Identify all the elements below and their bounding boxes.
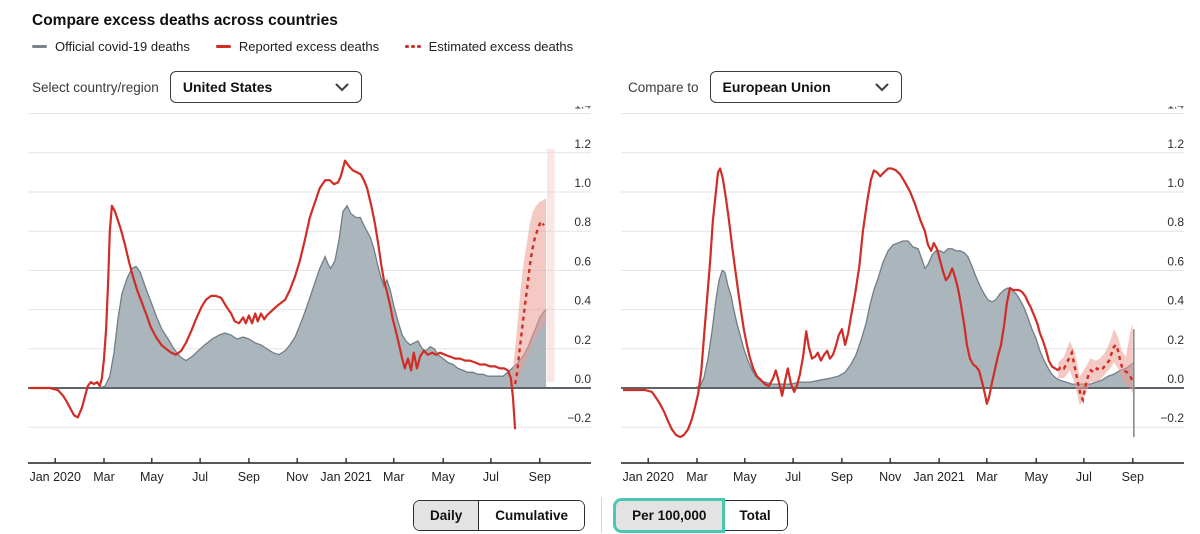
y-tick-label: 0.6 <box>1167 254 1184 268</box>
x-tick-label: Mar <box>93 470 115 484</box>
x-tick-label: Jul <box>483 470 499 484</box>
y-tick-label: 0.2 <box>1167 333 1184 347</box>
chart-mode-controls: Daily Cumulative Per 100,000 Total <box>413 497 788 533</box>
y-tick-label: 0.4 <box>574 294 591 308</box>
reported-excess-line <box>30 159 517 430</box>
view-toggle: Daily Cumulative <box>413 499 586 531</box>
country-select-group: Select country/region United States <box>32 71 362 103</box>
x-tick-label: Mar <box>686 470 708 484</box>
y-tick-label: −0.2 <box>1160 411 1184 425</box>
official-deaths-line <box>30 204 547 389</box>
red-dotted-swatch-icon <box>405 44 421 49</box>
x-tick-label: Jul <box>1076 470 1092 484</box>
x-tick-label: Sep <box>1122 470 1144 484</box>
x-tick-label: Sep <box>529 470 551 484</box>
uncertainty-stripe <box>547 148 555 383</box>
toggle-daily[interactable]: Daily <box>414 500 479 530</box>
y-tick-label: 0.8 <box>1167 215 1184 229</box>
official-deaths-area <box>623 241 1134 388</box>
legend-item-estimated: Estimated excess deaths <box>405 39 573 54</box>
scale-toggle: Per 100,000 Total <box>615 499 788 531</box>
official-deaths-line <box>623 240 1135 389</box>
reported-excess-line <box>623 167 1059 439</box>
x-tick-label: May <box>1024 470 1048 484</box>
country-select-value: United States <box>182 79 273 95</box>
y-tick-label: 1.2 <box>574 137 591 151</box>
confidence-band <box>1058 323 1133 406</box>
legend-label: Reported excess deaths <box>238 39 380 54</box>
y-tick-label: 0.4 <box>1167 294 1184 308</box>
x-tick-label: Nov <box>879 470 902 484</box>
y-tick-label: 0.6 <box>574 254 591 268</box>
chart-european-union: 1.4 1.2 1.0 0.8 0.6 0.4 0.2 0.0 −0.2 Jan 2020 Mar M… <box>621 98 1187 497</box>
toggle-divider <box>601 497 603 533</box>
y-tick-label: 1.0 <box>1167 176 1184 190</box>
y-tick-label: 1.4 <box>574 106 591 112</box>
x-tick-label: May <box>140 470 164 484</box>
country-select-dropdown[interactable]: United States <box>169 71 362 103</box>
chart-united-states: 1.4 1.2 1.0 0.8 0.6 0.4 0.2 0.0 −0.2 Jan 2020 Mar M… <box>28 98 594 497</box>
x-tick-label: Jan 2020 <box>29 470 80 484</box>
gray-line-swatch-icon <box>32 45 47 48</box>
country-select-label: Select country/region <box>32 79 159 95</box>
estimated-excess-line <box>513 219 545 385</box>
x-tick-label: Sep <box>238 470 260 484</box>
compare-select-value: European Union <box>722 79 831 95</box>
y-tick-label: 1.4 <box>1167 106 1184 112</box>
compare-select-group: Compare to European Union <box>628 71 902 103</box>
chevron-down-icon <box>875 83 889 91</box>
x-tick-label: Jan 2020 <box>622 470 673 484</box>
y-tick-label: 0.0 <box>1167 372 1184 386</box>
x-tick-label: Jul <box>192 470 208 484</box>
compare-select-dropdown[interactable]: European Union <box>709 71 902 103</box>
toggle-per-100000[interactable]: Per 100,000 <box>616 500 723 530</box>
toggle-total[interactable]: Total <box>722 500 787 530</box>
compare-select-label: Compare to <box>628 79 699 95</box>
us-excess-deaths-chart[interactable]: 1.4 1.2 1.0 0.8 0.6 0.4 0.2 0.0 −0.2 Jan 2020 Mar M… <box>28 98 594 492</box>
page-title: Compare excess deaths across countries <box>32 12 338 29</box>
x-tick-label: Mar <box>383 470 405 484</box>
chart-legend: Official covid-19 deaths Reported excess… <box>32 39 573 54</box>
estimated-excess-line <box>1057 342 1134 404</box>
toggle-cumulative[interactable]: Cumulative <box>478 500 585 530</box>
y-tick-label: 0.0 <box>574 372 591 386</box>
red-line-swatch-icon <box>215 45 231 48</box>
chevron-down-icon <box>335 83 349 91</box>
x-tick-label: Nov <box>286 470 309 484</box>
x-tick-label: May <box>733 470 757 484</box>
legend-label: Official covid-19 deaths <box>55 39 190 54</box>
x-tick-label: Jul <box>785 470 801 484</box>
y-tick-label: 0.8 <box>574 215 591 229</box>
x-tick-label: Jan 2021 <box>320 470 371 484</box>
y-tick-label: 1.0 <box>574 176 591 190</box>
y-tick-label: −0.2 <box>567 411 591 425</box>
legend-label: Estimated excess deaths <box>428 39 574 54</box>
x-tick-label: Sep <box>831 470 853 484</box>
x-tick-label: May <box>431 470 455 484</box>
x-tick-label: Jan 2021 <box>913 470 964 484</box>
legend-item-reported: Reported excess deaths <box>215 39 380 54</box>
x-tick-label: Mar <box>976 470 998 484</box>
y-tick-label: 1.2 <box>1167 137 1184 151</box>
eu-excess-deaths-chart[interactable]: 1.4 1.2 1.0 0.8 0.6 0.4 0.2 0.0 −0.2 Jan 2020 Mar M… <box>621 98 1187 492</box>
legend-item-official: Official covid-19 deaths <box>32 39 190 54</box>
y-tick-label: 0.2 <box>574 333 591 347</box>
